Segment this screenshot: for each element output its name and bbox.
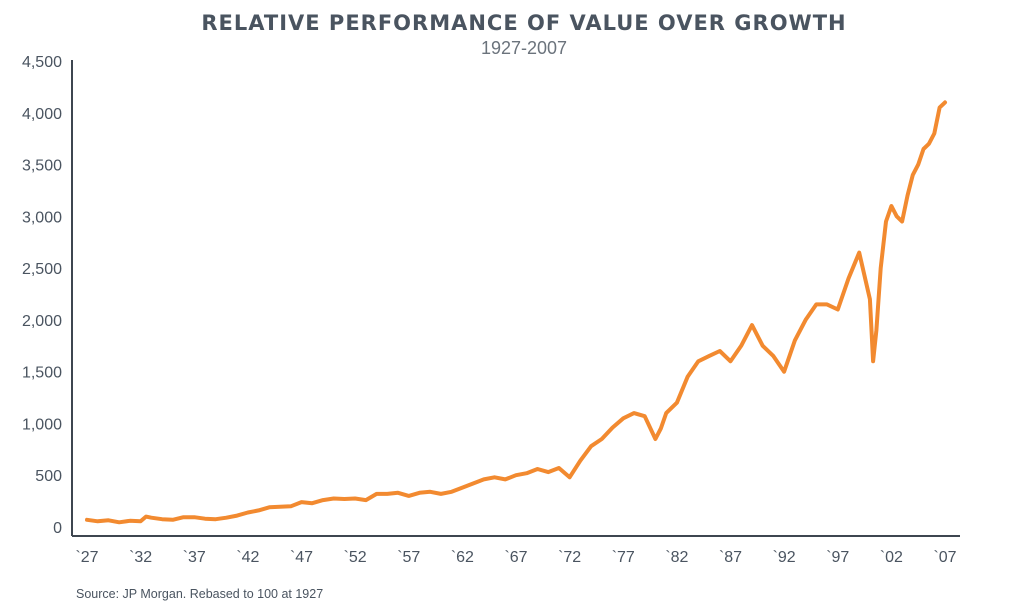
- x-tick-label: `92: [773, 549, 796, 566]
- y-tick-label: 4,000: [22, 106, 62, 123]
- x-tick-label: `47: [290, 549, 313, 566]
- y-tick-label: 3,500: [22, 158, 62, 175]
- chart-title: RELATIVE PERFORMANCE OF VALUE OVER GROWT…: [201, 11, 846, 35]
- x-tick-label: `42: [236, 549, 259, 566]
- x-tick-label: `07: [933, 549, 956, 566]
- source-note: Source: JP Morgan. Rebased to 100 at 192…: [76, 587, 323, 601]
- y-tick-label: 500: [35, 468, 62, 485]
- x-tick-label: `02: [880, 549, 903, 566]
- y-tick-label: 1,000: [22, 416, 62, 433]
- y-tick-label: 0: [53, 520, 62, 537]
- x-tick-label: `37: [183, 549, 206, 566]
- x-tick-label: `67: [504, 549, 527, 566]
- y-tick-label: 2,000: [22, 313, 62, 330]
- y-tick-labels: 0 500 1,000 1,500 2,000 2,500 3,000 3,500 4,000 4…: [22, 54, 62, 537]
- y-tick-label: 1,500: [22, 365, 62, 382]
- series-line: [85, 100, 947, 525]
- x-tick-label: `32: [129, 549, 152, 566]
- x-tick-label: `97: [826, 549, 849, 566]
- x-tick-label: `62: [451, 549, 474, 566]
- x-tick-label: `77: [612, 549, 635, 566]
- x-tick-label: `57: [397, 549, 420, 566]
- x-tick-label: `72: [558, 549, 581, 566]
- x-tick-label: `82: [665, 549, 688, 566]
- x-tick-labels: `27 `32 `37 `42 `47 `52 `57 `62 `67 `72 `77 `82 `87 `…: [75, 549, 956, 566]
- y-tick-label: 3,000: [22, 209, 62, 226]
- x-tick-label: `87: [719, 549, 742, 566]
- y-tick-label: 4,500: [22, 54, 62, 71]
- y-tick-label: 2,500: [22, 261, 62, 278]
- x-tick-label: `52: [344, 549, 367, 566]
- series-group: [85, 100, 947, 525]
- chart-subtitle: 1927-2007: [481, 38, 567, 58]
- x-tick-label: `27: [75, 549, 98, 566]
